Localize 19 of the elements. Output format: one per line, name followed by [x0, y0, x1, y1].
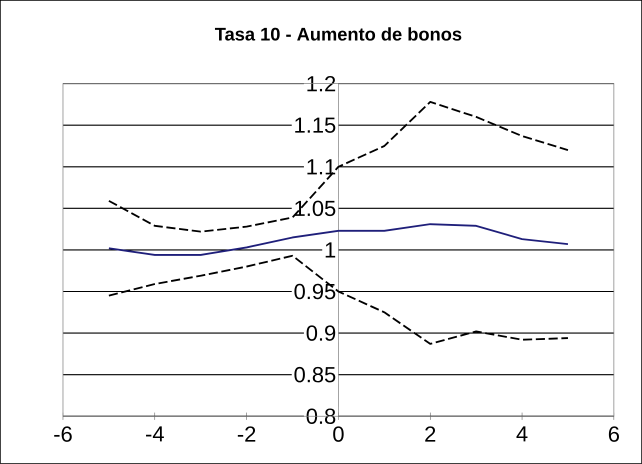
- y-tick-label: 0.8: [306, 408, 336, 424]
- line-series: [108, 101, 569, 233]
- y-tick-label: 1.05: [295, 200, 336, 216]
- x-tick-label: 2: [425, 426, 436, 442]
- y-tick-label: 1.15: [295, 118, 336, 133]
- y-tick-label: 1.2: [307, 76, 336, 92]
- line-series: [108, 223, 569, 256]
- x-tick-label: 4: [516, 426, 528, 442]
- chart-title: Tasa 10 - Aumento de bonos: [214, 27, 462, 41]
- y-tick-label: 0.95: [294, 284, 336, 300]
- y-tick-label: 0.9: [306, 325, 336, 341]
- y-tick-label: 1: [326, 242, 336, 258]
- y-tick-label: 1.1: [307, 159, 336, 174]
- x-tick-label: 6: [608, 426, 619, 442]
- x-tick-label: -4: [146, 426, 164, 442]
- x-tick-label: -2: [238, 426, 256, 442]
- y-tick-label: 0.85: [294, 366, 336, 382]
- x-tick-label: -6: [54, 426, 72, 442]
- x-tick-label: 0: [333, 426, 344, 442]
